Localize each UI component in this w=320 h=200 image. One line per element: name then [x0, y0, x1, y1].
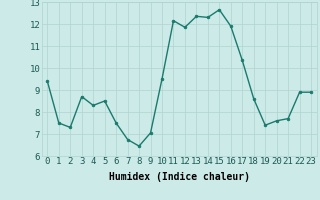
X-axis label: Humidex (Indice chaleur): Humidex (Indice chaleur) [109, 172, 250, 182]
